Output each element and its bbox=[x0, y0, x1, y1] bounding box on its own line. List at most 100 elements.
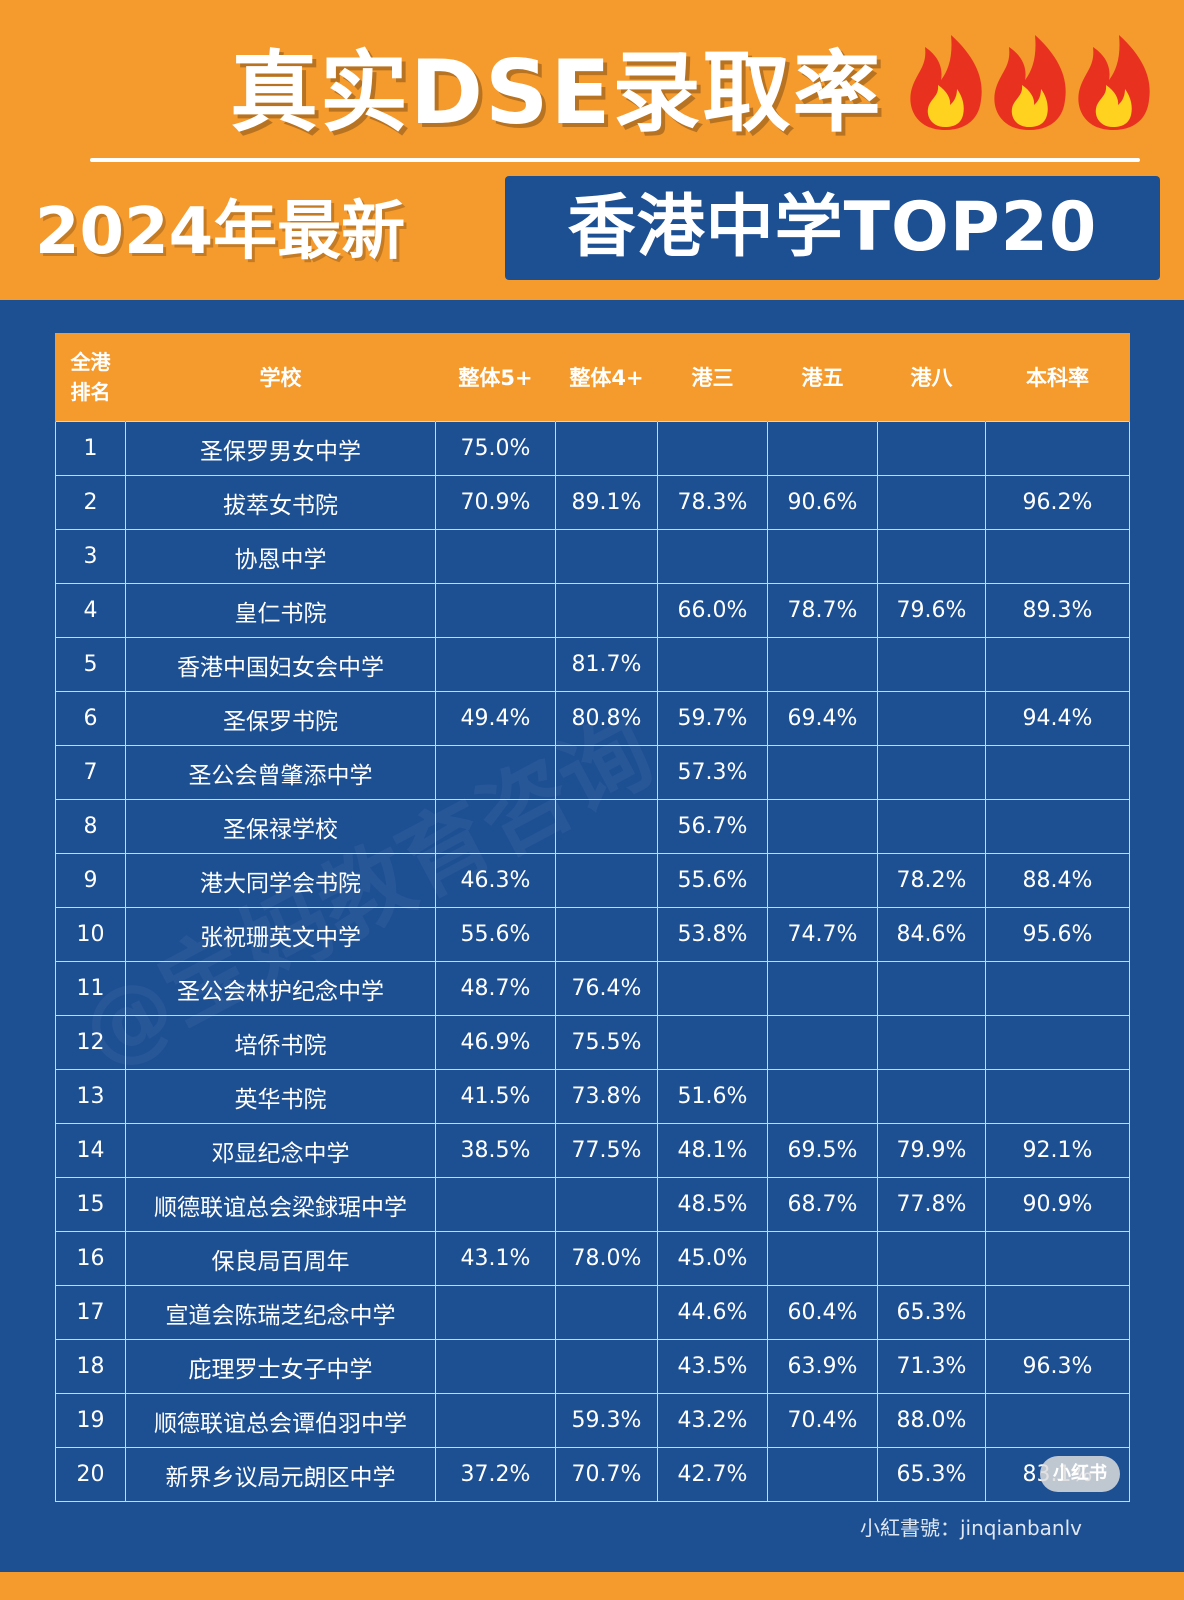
school-cell: 顺德联谊总会梁銶琚中学 bbox=[125, 1177, 436, 1232]
rank-cell: 16 bbox=[55, 1231, 126, 1286]
degree-rate-cell: 88.4% bbox=[985, 853, 1130, 908]
top5-cell bbox=[767, 1231, 878, 1286]
overall-5plus-cell: 48.7% bbox=[435, 961, 556, 1016]
degree-rate-cell bbox=[985, 1015, 1130, 1070]
table-row: 19 顺德联谊总会谭伯羽中学 59.3% 43.2% 70.4% 88.0% bbox=[55, 1393, 1130, 1448]
footer-account: 小紅書號：jinqianbanlv bbox=[860, 1516, 1082, 1540]
overall-5plus-cell bbox=[435, 745, 556, 800]
table-row: 14 邓显纪念中学 38.5% 77.5% 48.1% 69.5% 79.9% 92.1% bbox=[55, 1123, 1130, 1178]
top8-cell bbox=[877, 799, 986, 854]
overall-4plus-cell: 75.5% bbox=[555, 1015, 658, 1070]
header-overall-4plus: 整体4+ bbox=[555, 333, 658, 422]
top3-cell: 78.3% bbox=[657, 475, 768, 530]
top5-cell bbox=[767, 1069, 878, 1124]
top8-cell bbox=[877, 1015, 986, 1070]
top3-cell bbox=[657, 637, 768, 692]
table-row: 15 顺德联谊总会梁銶琚中学 48.5% 68.7% 77.8% 90.9% bbox=[55, 1177, 1130, 1232]
school-cell: 圣公会曾肇添中学 bbox=[125, 745, 436, 800]
top8-cell bbox=[877, 691, 986, 746]
school-cell: 新界乡议局元朗区中学 bbox=[125, 1447, 436, 1502]
top8-cell: 84.6% bbox=[877, 907, 986, 962]
overall-4plus-cell bbox=[555, 907, 658, 962]
top8-cell bbox=[877, 961, 986, 1016]
subtitle-year: 2024年最新 bbox=[35, 195, 406, 269]
table-row: 8 圣保禄学校 56.7% bbox=[55, 799, 1130, 854]
top3-cell bbox=[657, 961, 768, 1016]
top3-cell: 59.7% bbox=[657, 691, 768, 746]
table-row: 11 圣公会林护纪念中学 48.7% 76.4% bbox=[55, 961, 1130, 1016]
top3-cell: 66.0% bbox=[657, 583, 768, 638]
header-top5: 港五 bbox=[767, 333, 878, 422]
header-rank: 全港 排名 bbox=[55, 333, 126, 422]
top8-cell: 65.3% bbox=[877, 1285, 986, 1340]
rank-cell: 10 bbox=[55, 907, 126, 962]
table-row: 10 张祝珊英文中学 55.6% 53.8% 74.7% 84.6% 95.6% bbox=[55, 907, 1130, 962]
header-divider bbox=[90, 158, 1140, 162]
rank-cell: 19 bbox=[55, 1393, 126, 1448]
header-overall-5plus: 整体5+ bbox=[435, 333, 556, 422]
overall-4plus-cell: 81.7% bbox=[555, 637, 658, 692]
school-cell: 皇仁书院 bbox=[125, 583, 436, 638]
rank-cell: 1 bbox=[55, 421, 126, 476]
degree-rate-cell: 89.3% bbox=[985, 583, 1130, 638]
overall-5plus-cell bbox=[435, 1177, 556, 1232]
degree-rate-cell bbox=[985, 1231, 1130, 1286]
top5-cell bbox=[767, 529, 878, 584]
school-cell: 保良局百周年 bbox=[125, 1231, 436, 1286]
school-cell: 宣道会陈瑞芝纪念中学 bbox=[125, 1285, 436, 1340]
top5-cell bbox=[767, 799, 878, 854]
table-row: 17 宣道会陈瑞芝纪念中学 44.6% 60.4% 65.3% bbox=[55, 1285, 1130, 1340]
degree-rate-cell: 96.3% bbox=[985, 1339, 1130, 1394]
top8-cell bbox=[877, 637, 986, 692]
school-cell: 圣保罗书院 bbox=[125, 691, 436, 746]
top8-cell bbox=[877, 1231, 986, 1286]
school-cell: 协恩中学 bbox=[125, 529, 436, 584]
overall-5plus-cell: 46.3% bbox=[435, 853, 556, 908]
overall-4plus-cell: 73.8% bbox=[555, 1069, 658, 1124]
rank-cell: 15 bbox=[55, 1177, 126, 1232]
school-cell: 香港中国妇女会中学 bbox=[125, 637, 436, 692]
degree-rate-cell bbox=[985, 1069, 1130, 1124]
top3-cell: 53.8% bbox=[657, 907, 768, 962]
top8-cell: 79.9% bbox=[877, 1123, 986, 1178]
top5-cell: 60.4% bbox=[767, 1285, 878, 1340]
degree-rate-cell: 90.9% bbox=[985, 1177, 1130, 1232]
degree-rate-cell bbox=[985, 529, 1130, 584]
overall-4plus-cell bbox=[555, 529, 658, 584]
school-cell: 顺德联谊总会谭伯羽中学 bbox=[125, 1393, 436, 1448]
table-row: 7 圣公会曾肇添中学 57.3% bbox=[55, 745, 1130, 800]
top5-cell bbox=[767, 853, 878, 908]
rank-cell: 12 bbox=[55, 1015, 126, 1070]
top8-cell: 71.3% bbox=[877, 1339, 986, 1394]
top3-cell: 43.2% bbox=[657, 1393, 768, 1448]
top5-cell: 74.7% bbox=[767, 907, 878, 962]
overall-5plus-cell: 46.9% bbox=[435, 1015, 556, 1070]
overall-5plus-cell: 43.1% bbox=[435, 1231, 556, 1286]
header-top8: 港八 bbox=[877, 333, 986, 422]
degree-rate-cell bbox=[985, 745, 1130, 800]
degree-rate-cell: 95.6% bbox=[985, 907, 1130, 962]
subtitle-box: 香港中学TOP20 bbox=[505, 176, 1160, 280]
school-cell: 圣公会林护纪念中学 bbox=[125, 961, 436, 1016]
table-row: 13 英华书院 41.5% 73.8% 51.6% bbox=[55, 1069, 1130, 1124]
rank-cell: 14 bbox=[55, 1123, 126, 1178]
overall-5plus-cell bbox=[435, 637, 556, 692]
overall-5plus-cell: 49.4% bbox=[435, 691, 556, 746]
overall-4plus-cell bbox=[555, 745, 658, 800]
rank-cell: 2 bbox=[55, 475, 126, 530]
degree-rate-cell: 92.1% bbox=[985, 1123, 1130, 1178]
table-row: 3 协恩中学 bbox=[55, 529, 1130, 584]
table-row: 12 培侨书院 46.9% 75.5% bbox=[55, 1015, 1130, 1070]
table-row: 6 圣保罗书院 49.4% 80.8% 59.7% 69.4% 94.4% bbox=[55, 691, 1130, 746]
top5-cell: 78.7% bbox=[767, 583, 878, 638]
header-school: 学校 bbox=[125, 333, 436, 422]
page-title: 真实DSE录取率 bbox=[230, 41, 883, 144]
xiaohongshu-badge: 小红书 bbox=[1040, 1456, 1120, 1492]
top3-cell: 45.0% bbox=[657, 1231, 768, 1286]
rank-cell: 18 bbox=[55, 1339, 126, 1394]
school-cell: 拔萃女书院 bbox=[125, 475, 436, 530]
overall-4plus-cell bbox=[555, 853, 658, 908]
overall-4plus-cell: 89.1% bbox=[555, 475, 658, 530]
overall-5plus-cell: 70.9% bbox=[435, 475, 556, 530]
